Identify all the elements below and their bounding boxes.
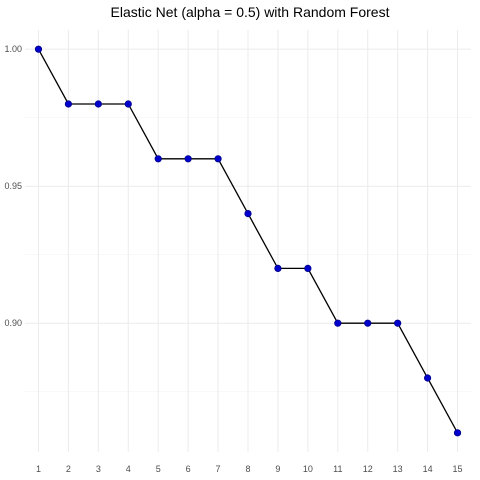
y-tick-label: 1.00 bbox=[4, 44, 22, 54]
x-tick-label: 15 bbox=[453, 464, 463, 474]
x-tick-label: 13 bbox=[393, 464, 403, 474]
data-point bbox=[214, 155, 222, 163]
data-point bbox=[334, 319, 342, 327]
x-tick-label: 1 bbox=[36, 464, 41, 474]
data-point bbox=[423, 374, 432, 382]
x-tick-label: 9 bbox=[275, 464, 280, 474]
data-point bbox=[124, 100, 132, 108]
x-tick-label: 4 bbox=[126, 464, 131, 474]
x-tick-label: 11 bbox=[333, 464, 342, 474]
data-point bbox=[244, 209, 252, 218]
chart-title: Elastic Net (alpha = 0.5) with Random Fo… bbox=[111, 4, 390, 20]
data-point bbox=[394, 319, 402, 327]
y-tick-label: 0.95 bbox=[4, 181, 22, 191]
x-tick-label: 2 bbox=[66, 464, 71, 474]
data-point bbox=[453, 429, 462, 437]
x-tick-label: 7 bbox=[216, 464, 221, 474]
x-tick-label: 6 bbox=[186, 464, 191, 474]
data-point bbox=[94, 100, 102, 108]
data-point bbox=[364, 319, 372, 327]
data-point bbox=[274, 264, 282, 273]
x-tick-label: 3 bbox=[96, 464, 101, 474]
data-point bbox=[34, 45, 43, 53]
x-tick-label: 8 bbox=[245, 464, 250, 474]
x-tick-label: 12 bbox=[363, 464, 373, 474]
data-point bbox=[304, 264, 312, 273]
series-layer bbox=[34, 45, 462, 437]
data-point bbox=[154, 155, 162, 163]
axes: 0.900.951.001 2 3 4 5 6 7 8 9 10 11 12 13 14 15 bbox=[4, 44, 462, 474]
x-tick-label: 5 bbox=[156, 464, 161, 474]
data-point bbox=[184, 155, 192, 163]
x-tick-label: 14 bbox=[423, 464, 433, 474]
y-tick-label: 0.90 bbox=[4, 318, 22, 328]
x-tick-label: 10 bbox=[303, 464, 313, 474]
grid bbox=[25, 30, 471, 452]
data-point bbox=[64, 100, 73, 108]
